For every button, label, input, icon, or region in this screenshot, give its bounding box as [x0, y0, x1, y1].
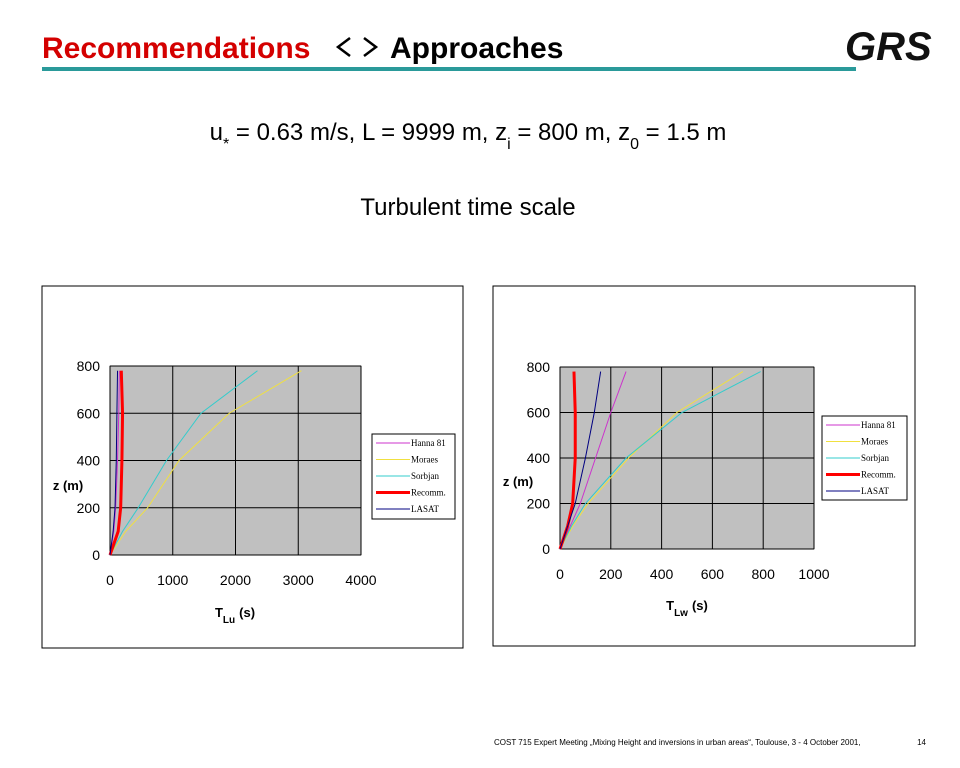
subscript: i [507, 136, 511, 153]
x-tick-label: 0 [106, 572, 114, 588]
x-label-unit: (s) [692, 598, 708, 613]
text-part: u [210, 119, 223, 146]
legend-label: Recomm. [861, 470, 896, 480]
text-part: = 0.63 m/s, L = 9999 m, z [229, 119, 507, 146]
legend-label: Hanna 81 [861, 420, 896, 430]
title-rule [42, 67, 856, 71]
y-axis-label: z (m) [503, 474, 533, 489]
x-tick-label: 800 [752, 566, 776, 582]
series-line [109, 370, 258, 556]
diamond-symbol [335, 37, 379, 57]
series-line [109, 370, 120, 556]
legend-label: Moraes [861, 437, 888, 447]
y-tick-label: 200 [77, 500, 101, 516]
legend-label: LASAT [411, 504, 440, 514]
x-axis-label: TLw (s) [666, 598, 708, 619]
x-label-main: T [666, 598, 674, 613]
series-line [109, 370, 119, 556]
series-line [559, 371, 602, 550]
y-tick-label: 0 [92, 547, 100, 563]
logo: GRS [845, 25, 932, 69]
y-tick-label: 800 [527, 359, 551, 375]
x-tick-label: 3000 [283, 572, 314, 588]
x-tick-label: 4000 [345, 572, 376, 588]
series-line [108, 370, 125, 556]
x-tick-label: 600 [701, 566, 725, 582]
y-tick-label: 400 [77, 453, 101, 469]
y-tick-label: 600 [527, 405, 551, 421]
x-label-sub: Lu [223, 615, 235, 626]
x-tick-label: 200 [599, 566, 623, 582]
y-tick-label: 600 [77, 405, 101, 421]
text-part: = 800 m, z [511, 119, 630, 146]
y-tick-label: 0 [542, 541, 550, 557]
legend-label: Sorbjan [411, 471, 439, 481]
x-label-unit: (s) [239, 605, 255, 620]
y-axis-label: z (m) [53, 478, 83, 493]
legend-label: Sorbjan [861, 453, 889, 463]
subscript: * [223, 136, 229, 153]
subscript: 0 [630, 136, 639, 153]
legend-label: Hanna 81 [411, 438, 446, 448]
y-tick-label: 400 [527, 450, 551, 466]
title-red: Recommendations [42, 32, 310, 65]
footer: COST 715 Expert Meeting „Mixing Height a… [494, 738, 861, 747]
legend-label: Moraes [411, 455, 438, 465]
y-tick-label: 200 [527, 496, 551, 512]
x-label-main: T [215, 605, 223, 620]
page-number: 14 [917, 738, 926, 747]
title-black: Approaches [390, 32, 563, 65]
x-tick-label: 2000 [220, 572, 251, 588]
x-tick-label: 0 [556, 566, 564, 582]
x-label-sub: Lw [674, 608, 688, 619]
series-line [559, 371, 627, 550]
legend-label: Recomm. [411, 488, 446, 498]
x-tick-label: 1000 [798, 566, 829, 582]
series-line [109, 370, 302, 556]
legend-label: LASAT [861, 486, 890, 496]
y-tick-label: 800 [77, 358, 101, 374]
section-title: Turbulent time scale [360, 194, 575, 221]
x-axis-label: TLu (s) [215, 605, 255, 626]
x-tick-label: 400 [650, 566, 674, 582]
parameters: u* = 0.63 m/s, L = 9999 m, zi = 800 m, z… [210, 119, 727, 153]
series-line [559, 371, 744, 550]
series-line [559, 371, 761, 550]
text-part: = 1.5 m [639, 119, 726, 146]
x-tick-label: 1000 [157, 572, 188, 588]
